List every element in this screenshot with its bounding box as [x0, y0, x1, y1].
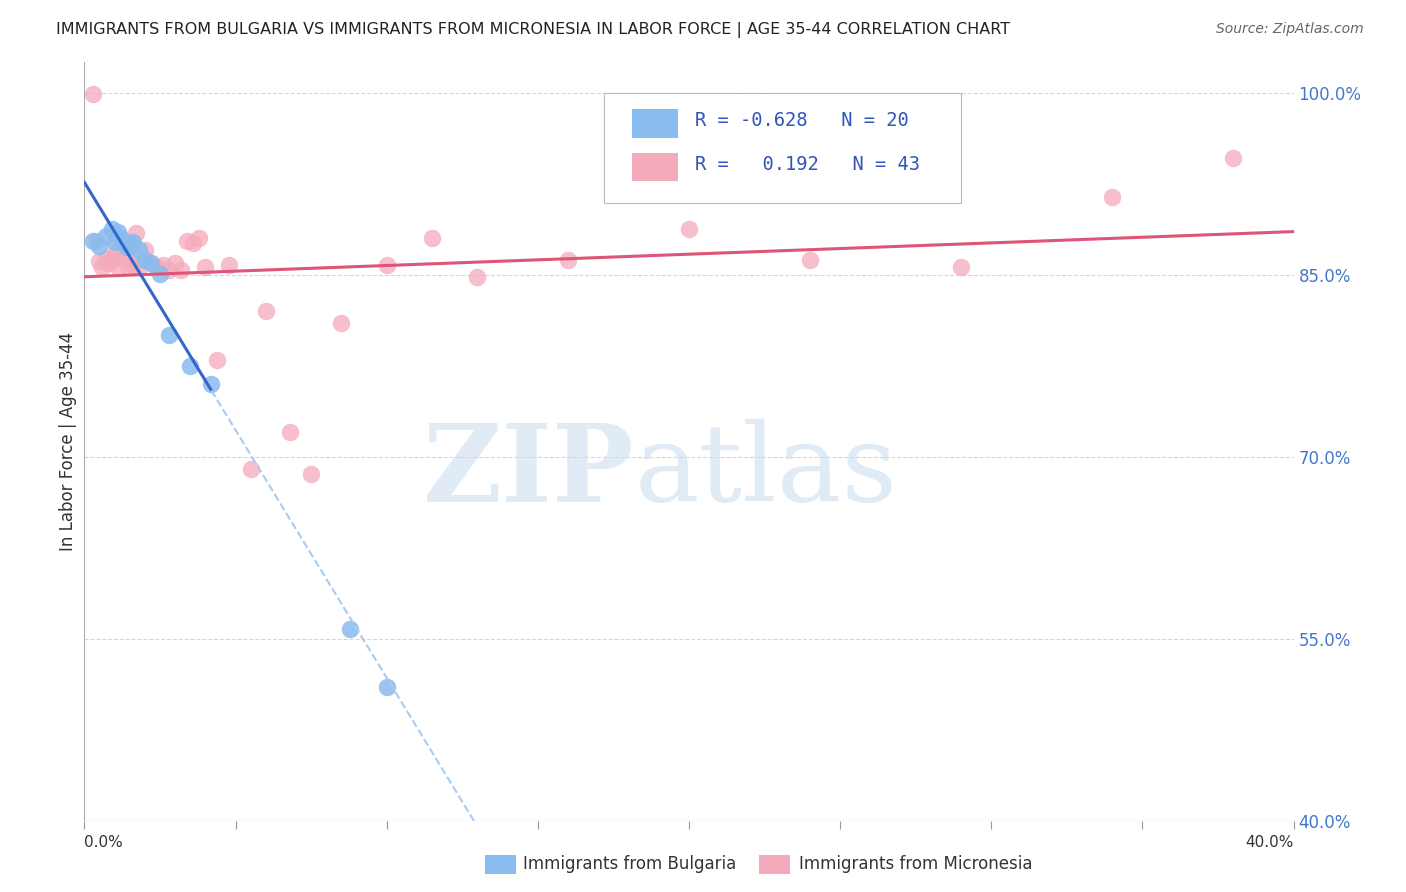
Point: [950, 260, 973, 275]
Point: [100, 221, 122, 235]
Point: [82, 87, 104, 101]
Point: [207, 352, 229, 367]
Point: [181, 236, 204, 251]
Point: [188, 231, 211, 245]
Point: [200, 376, 222, 391]
Text: Immigrants from Bulgaria: Immigrants from Bulgaria: [523, 855, 737, 873]
Point: [112, 244, 135, 258]
Point: [128, 244, 150, 258]
Point: [1222, 151, 1244, 165]
Point: [100, 253, 122, 268]
Point: [557, 253, 579, 268]
Point: [94, 251, 117, 265]
Point: [375, 680, 398, 694]
Point: [134, 244, 156, 258]
Point: [110, 241, 132, 255]
Text: atlas: atlas: [634, 419, 897, 524]
Text: IMMIGRANTS FROM BULGARIA VS IMMIGRANTS FROM MICRONESIA IN LABOR FORCE | AGE 35-4: IMMIGRANTS FROM BULGARIA VS IMMIGRANTS F…: [56, 22, 1011, 38]
Point: [299, 467, 322, 481]
Point: [139, 255, 162, 269]
Point: [139, 255, 162, 269]
FancyBboxPatch shape: [605, 93, 962, 202]
Point: [176, 234, 198, 248]
Text: R = -0.628   N = 20: R = -0.628 N = 20: [695, 112, 908, 130]
Point: [146, 260, 169, 275]
Point: [170, 263, 193, 277]
Bar: [633, 153, 678, 181]
Point: [97, 255, 120, 269]
Point: [128, 260, 150, 275]
Point: [134, 253, 156, 268]
Point: [420, 231, 443, 245]
Point: [278, 425, 301, 440]
Text: R =   0.192   N = 43: R = 0.192 N = 43: [695, 155, 920, 174]
Point: [91, 260, 114, 275]
Point: [115, 240, 138, 254]
Point: [1101, 190, 1123, 204]
Y-axis label: In Labor Force | Age 35-44: In Labor Force | Age 35-44: [59, 332, 77, 551]
Point: [157, 328, 180, 343]
Point: [118, 251, 141, 265]
Point: [107, 225, 129, 239]
Point: [678, 221, 700, 235]
Point: [94, 228, 117, 243]
Point: [112, 236, 135, 251]
Point: [121, 258, 143, 272]
Text: 40.0%: 40.0%: [1246, 835, 1294, 850]
Point: [104, 246, 127, 260]
Point: [467, 270, 489, 285]
Text: ZIP: ZIP: [423, 419, 634, 524]
Point: [194, 260, 217, 275]
Point: [89, 238, 111, 252]
Point: [330, 316, 353, 330]
Point: [86, 234, 108, 248]
Point: [115, 258, 138, 272]
Point: [118, 237, 141, 252]
Point: [89, 254, 111, 268]
Point: [165, 255, 187, 269]
Point: [375, 258, 398, 272]
Point: [125, 227, 148, 241]
Point: [121, 235, 143, 249]
Point: [82, 234, 104, 248]
Point: [254, 304, 277, 318]
Bar: [633, 110, 678, 138]
Point: [799, 253, 821, 268]
Text: Immigrants from Micronesia: Immigrants from Micronesia: [799, 855, 1032, 873]
Text: 0.0%: 0.0%: [84, 835, 124, 850]
Point: [149, 267, 172, 281]
Point: [152, 258, 174, 272]
Text: Source: ZipAtlas.com: Source: ZipAtlas.com: [1216, 22, 1364, 37]
Point: [104, 235, 127, 249]
Point: [107, 260, 129, 275]
Point: [179, 359, 201, 373]
Point: [339, 622, 361, 636]
Point: [218, 258, 240, 272]
Point: [239, 462, 262, 476]
Point: [110, 231, 132, 245]
Point: [157, 263, 180, 277]
